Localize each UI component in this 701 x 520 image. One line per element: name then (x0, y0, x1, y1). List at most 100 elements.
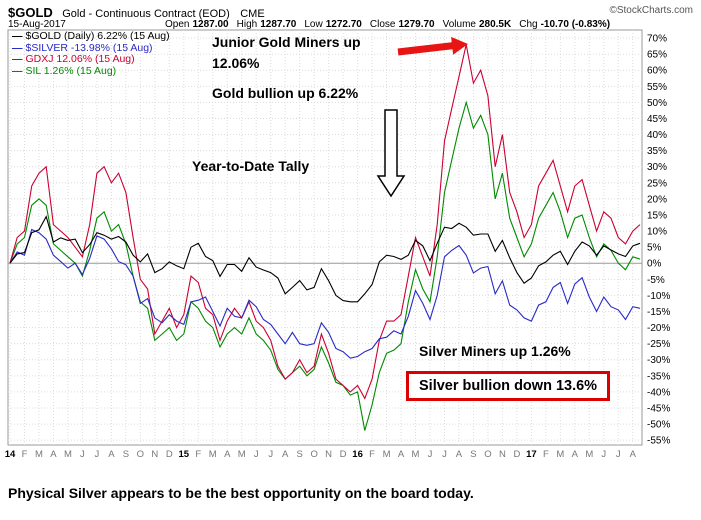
y-tick-label: -5% (647, 275, 665, 286)
y-tick-label: -55% (647, 436, 670, 447)
legend-item-gdxj: — GDXJ 12.06% (15 Aug) (12, 53, 170, 66)
x-tick-label: D (166, 449, 173, 460)
x-tick-label: A (50, 449, 57, 460)
legend-item-sil: — SIL 1.26% (15 Aug) (12, 64, 170, 78)
chg-label: Chg (519, 19, 538, 30)
y-tick-label: 30% (647, 162, 667, 173)
x-tick-label: S (470, 449, 476, 460)
x-tick-label: J (428, 449, 433, 460)
x-tick-label: F (195, 449, 201, 460)
x-tick-label: O (484, 449, 491, 460)
y-tick-label: 50% (647, 98, 667, 109)
quote-date: 15-Aug-2017 (8, 19, 66, 30)
open-value: 1287.00 (192, 19, 229, 30)
legend-item-gold: — $GOLD (Daily) 6.22% (15 Aug) (12, 30, 170, 43)
x-tick-label: 14 (5, 449, 16, 460)
open-label: Open (165, 19, 190, 30)
x-tick-label: M (209, 449, 217, 460)
x-tick-label: F (22, 449, 28, 460)
x-tick-label: N (151, 449, 158, 460)
legend-label-gdxj: GDXJ 12.06% (15 Aug) (25, 53, 135, 65)
legend-swatch-gdxj: — (12, 53, 23, 65)
x-tick-label: M (383, 449, 391, 460)
y-tick-label: 65% (647, 50, 667, 61)
x-tick-label: J (95, 449, 100, 460)
exchange-label: CME (240, 8, 265, 20)
chart-legend: — $GOLD (Daily) 6.22% (15 Aug) — $SILVER -… (12, 30, 170, 78)
y-tick-label: 20% (647, 194, 667, 205)
x-tick-label: J (442, 449, 447, 460)
quote-row: 15-Aug-2017 Open 1287.00 High 1287.70 Low 1272… (0, 19, 701, 30)
high-value: 1287.70 (260, 19, 297, 30)
series-line-sil (9, 100, 641, 431)
x-tick-label: 15 (179, 449, 190, 460)
x-tick-label: A (224, 449, 231, 460)
annotation-gold-bullion: Gold bullion up 6.22% (212, 85, 359, 101)
y-tick-label: 55% (647, 82, 667, 93)
annotation-silver-miners: Silver Miners up 1.26% (419, 343, 571, 359)
x-tick-label: J (616, 449, 621, 460)
x-tick-label: M (556, 449, 564, 460)
legend-swatch-sil: — (12, 64, 23, 77)
y-tick-label: 10% (647, 227, 667, 238)
y-tick-label: 40% (647, 130, 667, 141)
series-line-gdxj (9, 44, 641, 400)
x-tick-label: M (585, 449, 593, 460)
x-tick-label: N (325, 449, 332, 460)
legend-swatch-silver: — (12, 41, 23, 54)
y-tick-label: 45% (647, 114, 667, 125)
high-label: High (236, 19, 258, 30)
series-layer (9, 44, 641, 431)
x-tick-label: A (108, 449, 115, 460)
x-tick-label: M (412, 449, 420, 460)
x-tick-label: J (80, 449, 85, 460)
y-tick-label: 5% (647, 243, 662, 254)
volume-label: Volume (442, 19, 476, 30)
x-tick-label: D (340, 449, 347, 460)
x-tick-label: F (369, 449, 375, 460)
volume-value: 280.5K (478, 19, 512, 30)
x-tick-label: M (64, 449, 72, 460)
x-tick-label: S (123, 449, 129, 460)
symbol: $GOLD (8, 5, 53, 20)
x-tick-label: A (572, 449, 579, 460)
symbol-description: Gold - Continuous Contract (EOD) (62, 8, 230, 20)
x-tick-label: A (282, 449, 289, 460)
y-tick-label: 0% (647, 259, 662, 270)
chart-header: $GOLD Gold - Continuous Contract (EOD) C… (0, 4, 701, 22)
chg-value: -10.70 (-0.83%) (540, 19, 611, 30)
y-tick-label: 60% (647, 66, 667, 77)
y-tick-label: -20% (647, 323, 670, 334)
y-tick-label: -30% (647, 355, 670, 366)
x-tick-label: J (601, 449, 606, 460)
y-tick-label: -15% (647, 307, 670, 318)
legend-label-gold: $GOLD (Daily) 6.22% (15 Aug) (25, 30, 170, 42)
annotation-junior-line2: 12.06% (212, 55, 260, 71)
annotation-junior-line1: Junior Gold Miners up (212, 34, 361, 50)
x-tick-label: M (238, 449, 246, 460)
annotation-ytd-tally: Year-to-Date Tally (192, 158, 310, 174)
y-tick-label: -10% (647, 291, 670, 302)
x-tick-label: A (630, 449, 637, 460)
legend-label-sil: SIL 1.26% (15 Aug) (25, 64, 117, 77)
grid-layer (8, 30, 642, 445)
series-line-silver (9, 228, 641, 359)
y-axis-labels: 70% 65% 60% 55% 50% 45% 40% 35% 30% 25% 20% 15% 10% 5… (647, 34, 670, 447)
bottom-caption: Physical Silver appears to be the best o… (8, 485, 474, 501)
copyright: ©StockCharts.com (609, 5, 693, 16)
series-line-gold (9, 215, 641, 303)
y-tick-label: 15% (647, 210, 667, 221)
down-arrow-icon (376, 109, 406, 198)
y-tick-label: 25% (647, 178, 667, 189)
x-tick-label: M (35, 449, 43, 460)
x-tick-label: O (137, 449, 144, 460)
x-tick-label: 17 (526, 449, 537, 460)
x-tick-label: A (398, 449, 405, 460)
x-tick-label: N (499, 449, 506, 460)
low-label: Low (304, 19, 323, 30)
annotation-silver-bullion-box: Silver bullion down 13.6% (406, 371, 611, 401)
y-tick-label: -45% (647, 404, 670, 415)
close-label: Close (369, 19, 396, 30)
y-tick-label: -40% (647, 387, 670, 398)
